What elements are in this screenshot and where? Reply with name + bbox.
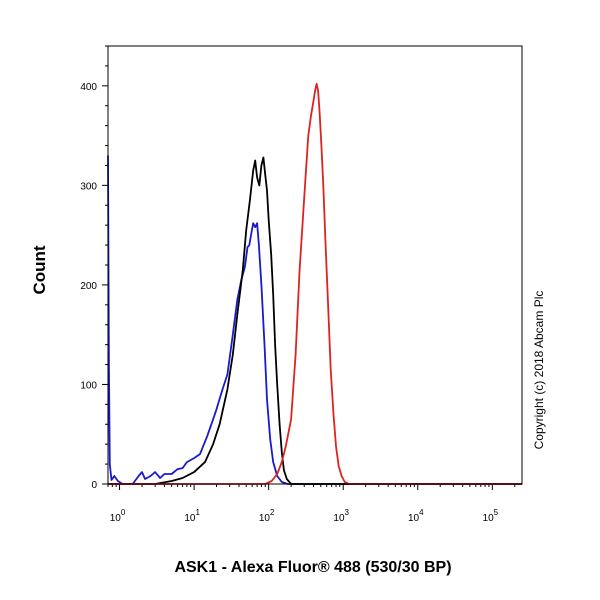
x-tick-label: 102 [259, 508, 275, 524]
x-tick-base: 10 [483, 513, 495, 524]
series-line-2 [108, 156, 522, 485]
x-tick-exponent: 1 [195, 508, 200, 517]
x-tick-label: 105 [483, 508, 499, 524]
x-tick-exponent: 4 [419, 508, 424, 517]
x-tick-exponent: 2 [270, 508, 275, 517]
plot-frame [107, 45, 523, 485]
x-tick-base: 10 [408, 513, 420, 524]
x-tick-base: 10 [110, 513, 122, 524]
series-line-1 [107, 155, 522, 485]
series-layer [107, 82, 522, 485]
x-tick-base: 10 [184, 513, 196, 524]
series-line-3 [108, 82, 522, 485]
x-tick-base: 10 [259, 513, 271, 524]
x-axis-label: ASK1 - Alexa Fluor® 488 (530/30 BP) [174, 559, 451, 576]
y-tick-label: 100 [80, 380, 97, 391]
copyright-annotation: Copyright (c) 2018 Abcam Plc [532, 291, 546, 450]
x-tick-label: 103 [333, 508, 349, 524]
y-tick-label: 400 [80, 82, 97, 93]
x-tick-label: 100 [110, 508, 126, 524]
x-tick-exponent: 0 [121, 508, 126, 517]
y-tick-label: 200 [80, 281, 97, 292]
y-tick-label: 0 [91, 480, 97, 491]
y-tick-label: 300 [80, 181, 97, 192]
y-axis-ticks: 0 100 200 300 400 [80, 45, 108, 491]
x-tick-label: 101 [184, 508, 200, 524]
x-tick-base: 10 [333, 513, 345, 524]
x-tick-exponent: 5 [494, 508, 499, 517]
y-axis-label: Count [30, 245, 49, 294]
x-tick-exponent: 3 [345, 508, 350, 517]
x-tick-label: 104 [408, 508, 424, 524]
